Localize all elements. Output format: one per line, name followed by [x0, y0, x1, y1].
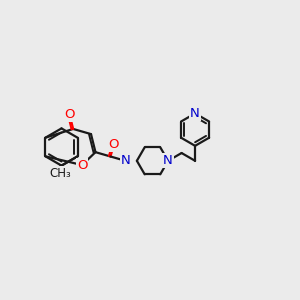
- Text: CH₃: CH₃: [49, 167, 71, 179]
- Text: N: N: [190, 107, 200, 120]
- Text: O: O: [77, 159, 87, 172]
- Text: O: O: [109, 138, 119, 151]
- Text: N: N: [163, 154, 173, 167]
- Text: O: O: [64, 109, 75, 122]
- Text: N: N: [121, 154, 130, 167]
